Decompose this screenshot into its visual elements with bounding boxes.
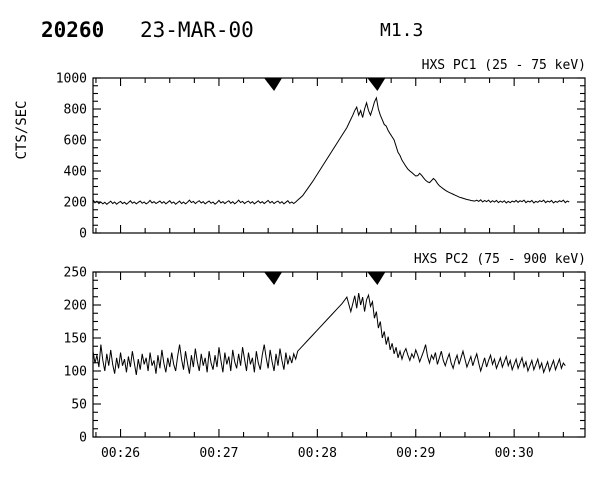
x-tick-label: 00:29 [396, 446, 435, 461]
panel-1-title: HXS PC1 (25 - 75 keV) [421, 58, 586, 73]
y-tick-label: 1000 [56, 72, 87, 87]
lightcurve-trace [92, 293, 566, 376]
x-tick-label: 00:30 [495, 446, 534, 461]
lightcurve-trace [92, 96, 570, 205]
y-tick-label: 400 [64, 165, 87, 180]
panel-2: 0 50 100 150 200 250 00:26 00:27 00:28 00:29 00:30 [64, 266, 586, 461]
axis-frame [92, 77, 586, 234]
event-number: 20260 [41, 18, 105, 42]
x-tick-label: 00:26 [101, 446, 140, 461]
goes-class-label: M1.3 [380, 20, 424, 41]
y-tick-label: 600 [64, 134, 87, 149]
observation-date: 23-MAR-00 [140, 18, 254, 42]
time-interval-marker [367, 272, 386, 285]
y-tick-label: 150 [64, 332, 87, 347]
y-tick-label: 800 [64, 103, 87, 118]
x-tick-label: 00:27 [199, 446, 238, 461]
y-tick-label: 250 [64, 266, 87, 281]
y-tick-label: 0 [79, 227, 87, 242]
y-tick-label: 50 [71, 398, 87, 413]
x-tick-label: 00:28 [298, 446, 337, 461]
y-tick-label: 200 [64, 196, 87, 211]
panel-1: 0 200 400 600 800 1000 [56, 72, 586, 242]
time-interval-marker [264, 272, 283, 285]
axis-frame [92, 271, 586, 438]
time-interval-marker [264, 78, 283, 91]
y-tick-label: 0 [79, 431, 87, 446]
panel-2-title: HXS PC2 (75 - 900 keV) [413, 252, 586, 267]
y-tick-label: 100 [64, 365, 87, 380]
y-tick-label: 200 [64, 299, 87, 314]
time-interval-marker [367, 78, 386, 91]
